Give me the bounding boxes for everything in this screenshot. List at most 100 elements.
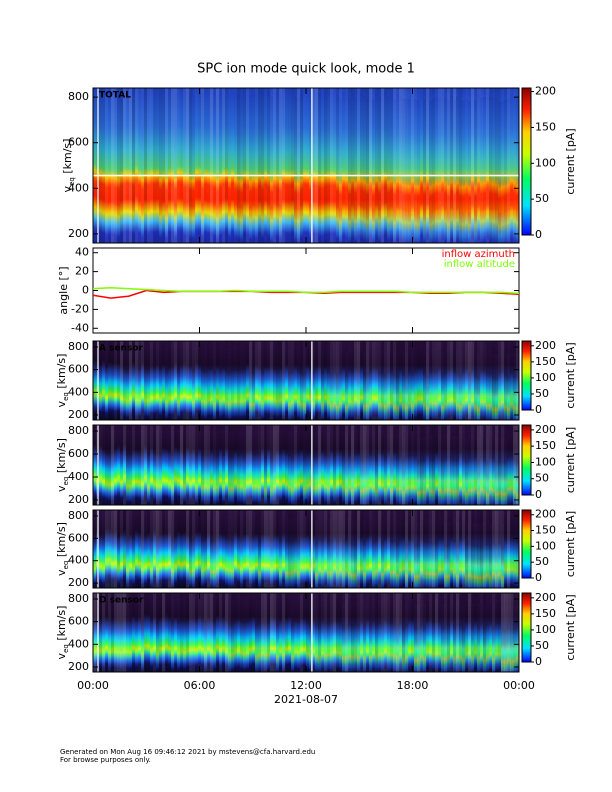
texture bbox=[198, 341, 202, 420]
texture bbox=[345, 434, 349, 505]
texture bbox=[201, 346, 205, 420]
texture bbox=[426, 352, 430, 420]
y-tick-label: 400 bbox=[68, 181, 89, 194]
texture bbox=[501, 88, 504, 243]
texture bbox=[426, 519, 430, 588]
texture bbox=[147, 425, 150, 505]
texture bbox=[411, 350, 415, 420]
texture bbox=[168, 425, 171, 505]
texture bbox=[108, 597, 112, 672]
texture bbox=[423, 593, 426, 672]
texture bbox=[489, 598, 493, 672]
texture bbox=[510, 349, 514, 420]
texture bbox=[132, 341, 136, 420]
texture bbox=[285, 594, 289, 672]
texture bbox=[138, 89, 142, 243]
texture bbox=[495, 521, 499, 588]
texture bbox=[150, 88, 154, 243]
texture bbox=[132, 513, 136, 588]
texture bbox=[399, 341, 403, 420]
texture bbox=[477, 341, 480, 420]
texture bbox=[180, 88, 183, 243]
texture bbox=[300, 349, 304, 420]
texture bbox=[153, 593, 157, 672]
texture bbox=[306, 593, 310, 672]
texture bbox=[462, 605, 466, 672]
texture bbox=[210, 510, 213, 588]
texture bbox=[180, 341, 184, 420]
texture bbox=[372, 593, 375, 672]
texture bbox=[345, 602, 349, 672]
texture bbox=[255, 341, 259, 420]
texture bbox=[405, 432, 409, 505]
texture bbox=[111, 90, 115, 243]
texture bbox=[444, 522, 448, 588]
texture bbox=[405, 88, 409, 243]
texture bbox=[396, 425, 400, 505]
texture bbox=[300, 93, 304, 243]
texture bbox=[357, 341, 361, 420]
texture bbox=[477, 437, 481, 505]
texture bbox=[177, 510, 181, 588]
texture bbox=[384, 88, 388, 243]
texture bbox=[432, 510, 436, 588]
texture bbox=[342, 593, 345, 672]
texture bbox=[339, 593, 343, 672]
texture bbox=[375, 341, 379, 420]
texture bbox=[423, 88, 427, 243]
texture bbox=[177, 341, 181, 420]
texture bbox=[423, 518, 427, 588]
texture bbox=[141, 598, 145, 672]
texture bbox=[345, 515, 349, 588]
y-tick-label: 600 bbox=[68, 615, 89, 628]
texture bbox=[237, 593, 240, 672]
texture bbox=[447, 425, 451, 505]
colorbar-tick-label: 50 bbox=[535, 192, 549, 205]
texture bbox=[462, 510, 466, 588]
texture bbox=[450, 510, 454, 588]
texture bbox=[225, 425, 229, 505]
texture bbox=[453, 593, 457, 672]
texture bbox=[210, 517, 214, 588]
texture bbox=[234, 93, 238, 243]
texture bbox=[327, 347, 331, 420]
texture bbox=[495, 425, 499, 505]
texture bbox=[300, 425, 304, 505]
texture bbox=[222, 593, 226, 672]
spectrogram bbox=[93, 425, 519, 505]
texture bbox=[108, 341, 112, 418]
texture bbox=[267, 599, 271, 672]
texture bbox=[219, 594, 223, 672]
texture bbox=[204, 514, 208, 588]
texture bbox=[333, 341, 337, 420]
texture bbox=[498, 341, 502, 420]
texture bbox=[414, 510, 418, 588]
texture bbox=[294, 510, 298, 588]
texture bbox=[498, 425, 502, 505]
texture bbox=[219, 425, 223, 505]
texture bbox=[195, 88, 198, 243]
texture bbox=[270, 425, 273, 505]
texture bbox=[507, 605, 511, 672]
texture bbox=[450, 597, 454, 672]
texture bbox=[144, 345, 148, 420]
texture bbox=[369, 425, 372, 505]
texture bbox=[261, 510, 264, 588]
texture bbox=[225, 341, 229, 420]
texture bbox=[306, 425, 310, 505]
texture bbox=[441, 425, 445, 505]
y-axis-label: veq [km/s] bbox=[55, 522, 70, 576]
texture bbox=[390, 88, 394, 243]
chart-title: SPC ion mode quick look, mode 1 bbox=[197, 62, 415, 77]
texture bbox=[246, 510, 250, 588]
texture bbox=[426, 88, 430, 243]
texture bbox=[489, 341, 492, 420]
texture bbox=[387, 593, 391, 672]
texture bbox=[498, 519, 502, 588]
texture bbox=[468, 341, 472, 420]
texture bbox=[396, 602, 400, 672]
texture bbox=[171, 516, 175, 588]
texture bbox=[129, 88, 133, 243]
texture bbox=[240, 95, 244, 243]
texture bbox=[375, 510, 379, 588]
